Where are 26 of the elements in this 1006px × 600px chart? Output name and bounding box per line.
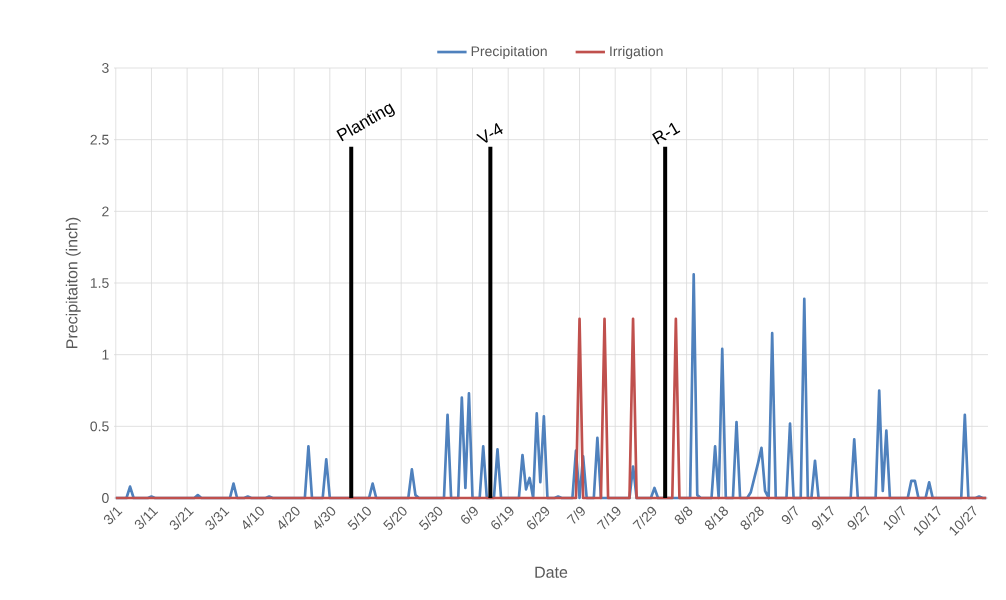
y-tick-label: 0 <box>102 493 109 503</box>
x-tick-label: 6/9 <box>461 506 478 524</box>
y-tick-label: 2.5 <box>90 134 109 145</box>
x-tick-label: 9/7 <box>781 505 798 525</box>
x-tick-label: 7/9 <box>566 506 585 524</box>
x-tick-label: 3/11 <box>134 507 159 529</box>
y-tick-label: 1.5 <box>90 278 109 288</box>
y-tick-label: 3 <box>102 63 109 73</box>
x-tick-label: 7/29 <box>632 506 657 530</box>
y-tick-label: 0.5 <box>90 421 109 432</box>
x-tick-label: 4/10 <box>242 506 264 530</box>
x-tick-label: 3/21 <box>169 507 194 530</box>
x-tick-label: 7/19 <box>596 506 621 530</box>
x-tick-label: 4/20 <box>278 506 300 530</box>
annotation: V-4 <box>476 122 503 143</box>
legend-label: Precipitation <box>471 45 547 60</box>
legend-label: Irrigation <box>610 45 663 60</box>
x-tick-label: 4/30 <box>314 506 336 530</box>
y-tick-label: 1 <box>102 349 109 360</box>
y-axis-title: Precipitaiton (inch) <box>65 217 81 348</box>
y-tick-label: 2 <box>102 206 109 217</box>
annotation: R-1 <box>652 122 681 145</box>
x-tick-label: 3/31 <box>205 507 230 530</box>
x-tick-label: 8/8 <box>674 506 693 525</box>
x-tick-label: 3/1 <box>103 507 123 525</box>
x-axis-title: Date <box>535 566 568 578</box>
